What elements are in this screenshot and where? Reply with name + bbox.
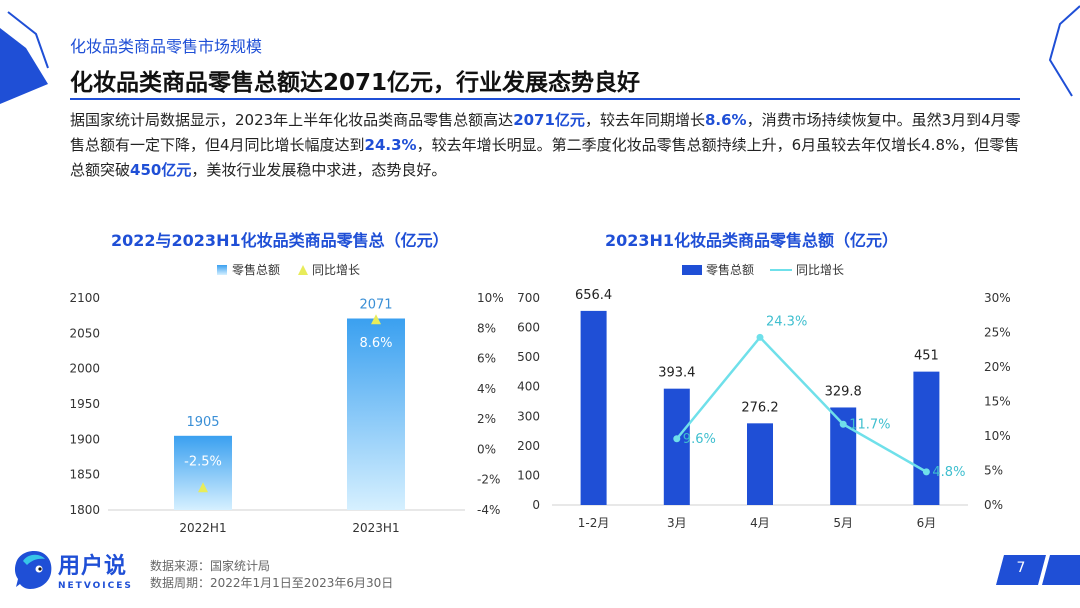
summary-text: ，较去年同期增长 (584, 111, 705, 129)
corner-decoration-right (1048, 5, 1080, 97)
growth-point-3月 (673, 435, 681, 443)
legend-label-retail: 零售总额 (232, 262, 280, 277)
y-left-tick-label: 200 (517, 439, 540, 453)
brand-logo: 用户说 NETVOICES (14, 548, 133, 591)
bar-retail-2022H1 (174, 435, 232, 510)
x-tick-label: 1-2月 (578, 516, 610, 530)
x-tick-label: 5月 (833, 516, 853, 530)
summary-text: 据国家统计局数据显示，2023年上半年化妆品类商品零售总额高达 (70, 111, 514, 129)
growth-point-4月 (756, 333, 764, 341)
legend-swatch-retail (217, 265, 227, 275)
corner-decoration-left (0, 11, 49, 104)
y-right-tick-label: -4% (477, 503, 500, 517)
y-left-tick-label: 500 (517, 350, 540, 364)
monthly-retail-chart: 零售总额 同比增长 0 100 200 300 400 500 600 700 0% 5% 10% 15%… (517, 262, 1011, 530)
summary-text: ，消费市场持续恢复中。虽然3月到4月零售总额有一定下降，但4月同比增长幅度达到 (70, 111, 1021, 154)
y-left-tick-label: 1850 (69, 468, 100, 482)
y-left-tick-label: 2050 (69, 326, 100, 340)
x-tick-label: 6月 (917, 516, 937, 530)
growth-point-5月 (839, 420, 847, 428)
bar-value-label: 656.4 (575, 288, 612, 303)
y-right-tick-label: 4% (477, 382, 496, 396)
highlight-value: 8.6% (704, 111, 747, 129)
growth-value-label: 11.7% (849, 417, 890, 432)
bar-retail-1-2月 (580, 310, 607, 505)
growth-value-label: 8.6% (359, 336, 392, 351)
highlight-value: 24.3% (364, 136, 417, 154)
highlight-value: 450亿元 (130, 161, 192, 179)
y-right-tick-label: 2% (477, 412, 496, 426)
y-right-tick-label: 0% (984, 498, 1003, 512)
growth-value-label: 4.8% (932, 465, 965, 480)
period-line: 数据周期：2022年1月1日至2023年6月30日 (150, 576, 394, 590)
bar-value-label: 276.2 (741, 400, 778, 415)
x-tick-label: 3月 (667, 516, 687, 530)
highlight-value: 2071亿元 (513, 111, 585, 129)
y-right-tick-label: 5% (984, 464, 1003, 478)
y-left-tick-label: 600 (517, 321, 540, 335)
growth-value-label: -2.5% (184, 454, 222, 469)
legend-marker-growth (298, 265, 308, 275)
y-left-tick-label: 2000 (69, 362, 100, 376)
summary-text: ，较去年增长明显。第二季度化妆品零售总额持续上升，6月虽较去年仅增长4.8%，但… (70, 136, 1020, 179)
page-title: 化妆品类商品零售总额达2071亿元，行业发展态势良好 (70, 70, 641, 96)
y-left-tick-label: 700 (517, 291, 540, 305)
growth-value-label: 24.3% (766, 314, 807, 329)
growth-value-label: 9.6% (683, 432, 716, 447)
y-left-tick-label: 400 (517, 380, 540, 394)
y-right-tick-label: 0% (477, 442, 496, 456)
bar-retail-3月 (663, 388, 690, 505)
summary-paragraph: 据国家统计局数据显示，2023年上半年化妆品类商品零售总额高达2071亿元，较去… (70, 108, 1025, 183)
growth-marker-2023H1 (371, 314, 381, 325)
bar-retail-2023H1 (347, 318, 405, 510)
y-left-tick-label: 1800 (69, 503, 100, 517)
y-right-tick-label: 15% (984, 395, 1011, 409)
y-right-tick-label: 20% (984, 360, 1011, 374)
growth-point-6月 (922, 468, 930, 476)
y-right-tick-label: -2% (477, 473, 500, 487)
bar-retail-6月 (913, 371, 940, 505)
y-left-tick-label: 2100 (69, 291, 100, 305)
bar-value-label: 329.8 (825, 384, 862, 399)
y-right-tick-label: 8% (477, 321, 496, 335)
title-divider (70, 98, 1020, 100)
y-right-tick-label: 30% (984, 291, 1011, 305)
y-left-tick-label: 1950 (69, 397, 100, 411)
bar-value-label: 451 (914, 349, 939, 364)
brand-name-en: NETVOICES (58, 581, 133, 591)
y-left-tick-label: 300 (517, 409, 540, 423)
bar-retail-4月 (747, 423, 773, 505)
legend-label-growth: 同比增长 (796, 263, 844, 277)
bar-value-label: 393.4 (658, 366, 695, 381)
page-number-badge: 7 (994, 555, 1080, 585)
source-line: 数据来源：国家统计局 (150, 559, 271, 573)
bar-value-label: 1905 (186, 415, 219, 430)
page-number: 7 (1016, 560, 1026, 576)
growth-marker-2022H1 (198, 482, 208, 493)
brand-name: 用户说 (58, 554, 128, 579)
y-right-tick-label: 6% (477, 352, 496, 366)
annual-retail-chart: 零售总额 同比增长 1800 1850 1900 1950 2000 2050 2100 -4% -… (69, 262, 504, 535)
legend-label-growth: 同比增长 (312, 263, 360, 277)
y-right-tick-label: 25% (984, 326, 1011, 340)
data-source: 数据来源：国家统计局 数据周期：2022年1月1日至2023年6月30日 (150, 558, 393, 592)
bar-value-label: 2071 (359, 297, 392, 312)
legend-label-retail: 零售总额 (706, 262, 754, 277)
x-tick-label: 2022H1 (179, 521, 226, 535)
x-tick-label: 4月 (750, 516, 770, 530)
summary-text: ，美妆行业发展稳中求进，态势良好。 (191, 161, 447, 179)
y-right-tick-label: 10% (984, 429, 1011, 443)
y-left-tick-label: 0 (532, 498, 540, 512)
section-label: 化妆品类商品零售市场规模 (70, 37, 263, 56)
legend-swatch-retail (682, 265, 702, 275)
growth-line (675, 335, 928, 473)
y-left-tick-label: 1900 (69, 432, 100, 446)
y-left-tick-label: 100 (517, 468, 540, 482)
chart2-title: 2023H1化妆品类商品零售总额（亿元） (605, 231, 899, 250)
y-right-tick-label: 10% (477, 291, 504, 305)
chart1-title: 2022与2023H1化妆品类商品零售总（亿元） (111, 231, 449, 250)
x-tick-label: 2023H1 (352, 521, 399, 535)
brand-mascot-icon (14, 550, 52, 589)
